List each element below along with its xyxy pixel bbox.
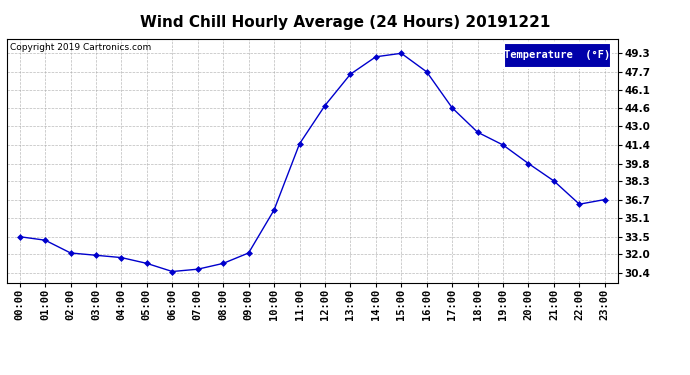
Text: Copyright 2019 Cartronics.com: Copyright 2019 Cartronics.com [10, 43, 152, 52]
Text: Wind Chill Hourly Average (24 Hours) 20191221: Wind Chill Hourly Average (24 Hours) 201… [140, 15, 550, 30]
Text: Temperature  (°F): Temperature (°F) [504, 50, 610, 60]
